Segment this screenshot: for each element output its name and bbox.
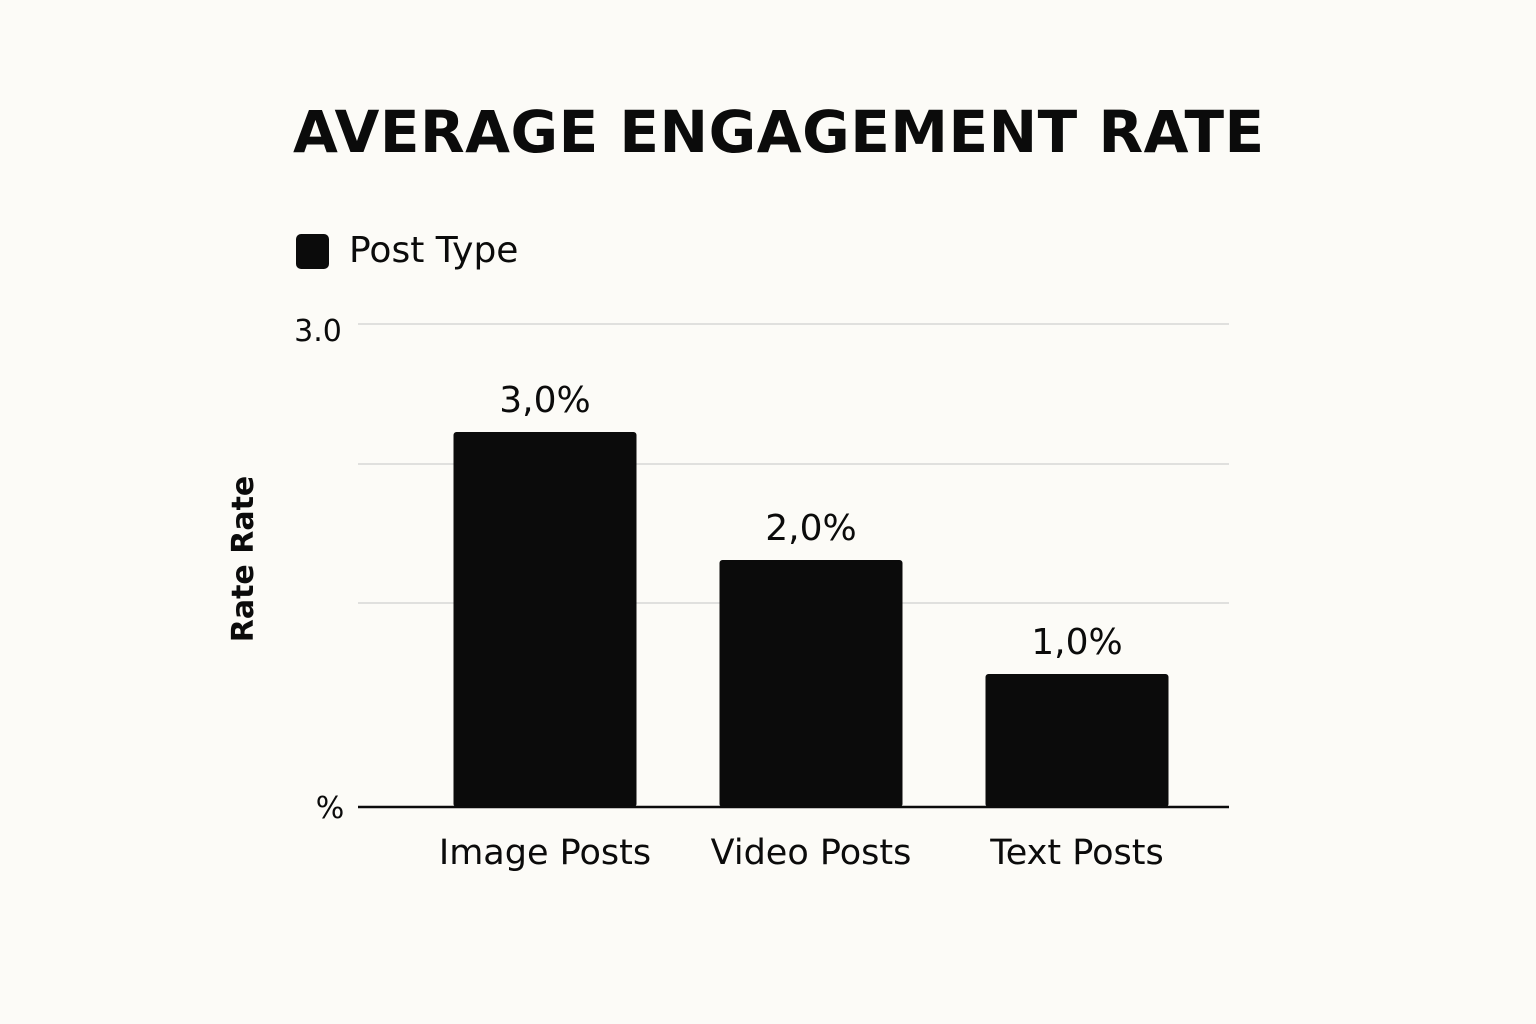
y-tick-label-bottom: % [316,791,345,826]
data-label: 1,0% [1031,622,1122,663]
bar-image-posts [453,432,637,807]
data-label: 2,0% [765,508,856,549]
data-labels: 3,0% 2,0% 1,0% [499,380,1122,663]
legend-swatch [296,233,329,269]
legend: Post Type [296,226,518,276]
y-tick-label-top: 3.0 [294,314,342,349]
bar-video-posts [719,560,903,807]
bars [453,432,1169,807]
x-tick-label: Image Posts [439,833,651,873]
x-tick-labels: Image Posts Video Posts Text Posts [439,833,1164,873]
legend-label: Post Type [349,230,519,271]
y-axis-label: Rate Rate [226,476,261,643]
x-tick-label: Video Posts [711,833,912,873]
x-tick-label: Text Posts [989,833,1163,873]
bar-text-posts [985,674,1169,807]
chart-title: AVERAGE ENGAGEMENT RATE [293,98,1265,166]
data-label: 3,0% [499,380,590,421]
